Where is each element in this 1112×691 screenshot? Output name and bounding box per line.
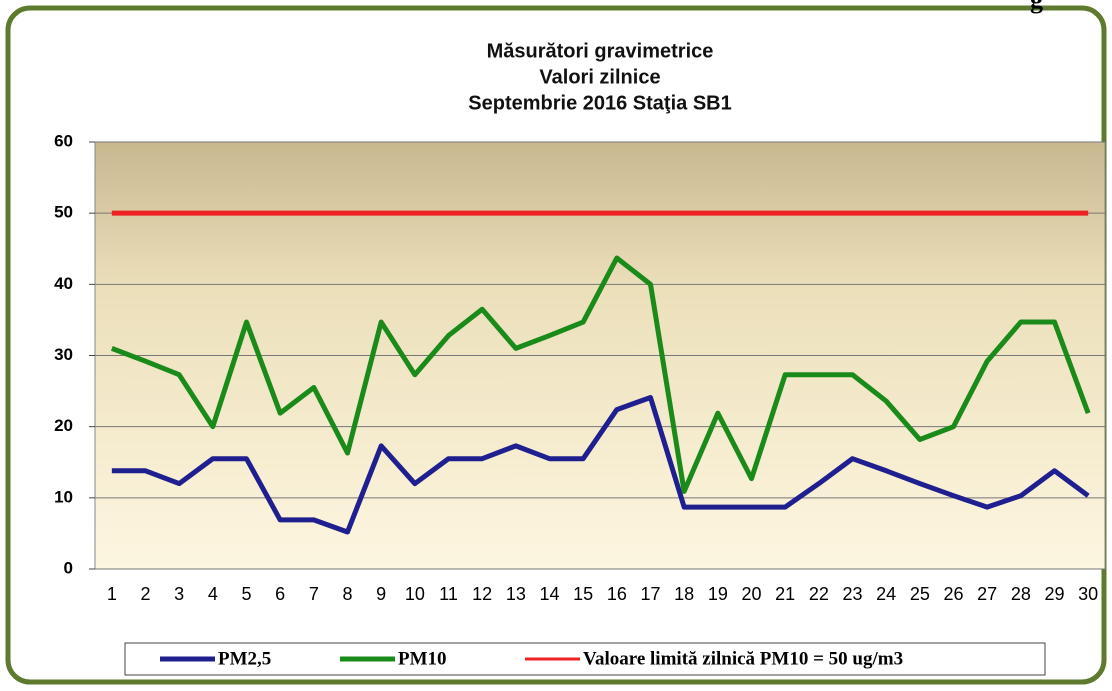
x-tick-label: 7 — [309, 584, 319, 604]
y-tick-label: 10 — [54, 487, 73, 506]
legend-label: PM2,5 — [218, 648, 271, 669]
x-tick-label: 17 — [640, 584, 660, 604]
x-tick-label: 10 — [405, 584, 425, 604]
x-tick-label: 18 — [674, 584, 694, 604]
legend-label: Valoare limită zilnică PM10 = 50 ug/m3 — [583, 648, 903, 669]
x-tick-label: 30 — [1078, 584, 1098, 604]
x-tick-label: 15 — [573, 584, 593, 604]
x-tick-label: 6 — [275, 584, 285, 604]
x-tick-label: 8 — [342, 584, 352, 604]
x-tick-label: 21 — [775, 584, 795, 604]
y-tick-label: 40 — [54, 274, 73, 293]
chart-title: Măsurători gravimetrice — [487, 40, 714, 62]
chart-title: Septembrie 2016 Staţia SB1 — [468, 92, 731, 114]
x-tick-label: 4 — [208, 584, 218, 604]
y-tick-label: 60 — [54, 131, 73, 150]
y-tick-label: 0 — [64, 558, 73, 577]
y-tick-label: 50 — [54, 203, 73, 222]
series-line — [110, 255, 1091, 494]
x-tick-label: 3 — [174, 584, 184, 604]
x-tick-label: 2 — [140, 584, 150, 604]
x-tick-label: 22 — [809, 584, 829, 604]
x-tick-label: 24 — [876, 584, 896, 604]
x-tick-label: 20 — [741, 584, 761, 604]
x-tick-label: 13 — [506, 584, 526, 604]
x-tick-label: 9 — [376, 584, 386, 604]
legend-box — [124, 642, 1046, 676]
x-tick-label: 19 — [708, 584, 728, 604]
page-fragment: g — [1030, 0, 1043, 14]
y-tick-label: 30 — [54, 345, 73, 364]
x-tick-label: 28 — [1011, 584, 1031, 604]
x-tick-label: 11 — [439, 584, 458, 604]
legend-label: PM10 — [398, 648, 447, 669]
x-tick-label: 5 — [241, 584, 251, 604]
x-tick-label: 23 — [842, 584, 862, 604]
x-tick-label: 29 — [1044, 584, 1064, 604]
chart-title: Valori zilnice — [539, 66, 660, 88]
x-tick-label: 25 — [910, 584, 930, 604]
series-line — [111, 394, 1090, 535]
x-tick-label: 1 — [107, 584, 117, 604]
y-tick-label: 20 — [54, 416, 73, 435]
x-tick-label: 27 — [977, 584, 997, 604]
x-tick-label: 12 — [472, 584, 492, 604]
x-tick-label: 26 — [943, 584, 963, 604]
x-tick-label: 16 — [607, 584, 627, 604]
x-tick-label: 14 — [539, 584, 559, 604]
